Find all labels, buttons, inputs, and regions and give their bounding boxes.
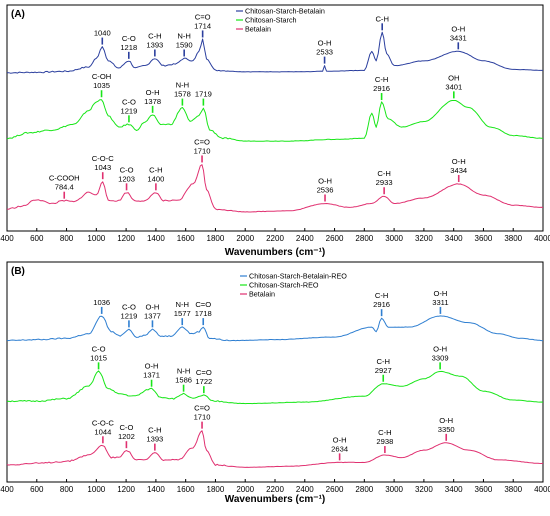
- peak-label: C-O 1202: [118, 423, 135, 441]
- x-tick-label: 4000: [534, 485, 550, 494]
- peak-label: C-H: [375, 14, 389, 23]
- legend-label: Chitosan-Starch-REO: [249, 281, 319, 290]
- legend-label: Chitosan-Starch: [245, 16, 297, 25]
- series-line: [7, 31, 543, 74]
- x-tick-label: 1600: [177, 485, 195, 494]
- peak-label: N-H 1578: [174, 81, 191, 99]
- x-tick-label: 600: [30, 234, 44, 243]
- legend-label: Chitosan-Starch-Betalain: [245, 7, 325, 16]
- x-tick-label: 1200: [117, 485, 135, 494]
- peak-label: C=O 1718: [195, 300, 212, 318]
- peak-label: O-H 1378: [144, 88, 161, 106]
- peak-label: OH 3401: [445, 73, 462, 91]
- x-tick-label: 3000: [385, 485, 403, 494]
- panel-label-2: (B): [11, 266, 25, 277]
- peak-label: C-O 1015: [90, 344, 107, 362]
- x-tick-label: 2600: [326, 485, 344, 494]
- x-tick-label: 3800: [504, 234, 522, 243]
- peak-label: C-H 2927: [375, 357, 392, 375]
- peak-label: C-COOH 784.4: [49, 174, 80, 192]
- x-tick-label: 2200: [266, 234, 284, 243]
- series-line: [6, 430, 544, 468]
- x-tick-label: 800: [60, 485, 74, 494]
- peak-label: C-H 1393: [146, 31, 163, 49]
- peak-label: N-H 1577: [174, 300, 191, 318]
- peak-label: C-O-C 1044: [92, 418, 114, 436]
- peak-label: O-H 1371: [143, 362, 160, 380]
- x-tick-label: 1000: [87, 234, 105, 243]
- x-tick-label: 1800: [207, 485, 225, 494]
- peak-label: C-H 2938: [376, 428, 393, 446]
- x-tick-label: 1600: [177, 234, 195, 243]
- x-tick-label: 3000: [385, 234, 403, 243]
- peak-label: C=O 1714: [194, 12, 211, 30]
- peak-label: O-H 3431: [450, 24, 467, 42]
- peak-label: C-O 1219: [120, 302, 137, 320]
- x-tick-label: 3600: [475, 234, 493, 243]
- peak-label: O-H 3350: [438, 416, 455, 434]
- peak-label: C-O 1218: [120, 34, 137, 52]
- x-tick-label: 4000: [534, 234, 550, 243]
- peak-label: C-H 2916: [373, 75, 390, 93]
- x-tick-label: 2800: [355, 485, 373, 494]
- peak-label: C=O 1710: [194, 404, 211, 422]
- series-line: [6, 315, 543, 342]
- x-tick-label: 400: [0, 234, 14, 243]
- peak-label: O-H 3434: [450, 157, 467, 175]
- panel-label-1: (A): [11, 9, 25, 20]
- peak-label: 1036: [93, 298, 110, 307]
- peak-label: C=O 1710: [194, 137, 211, 155]
- peak-label: O-H 2536: [317, 176, 334, 194]
- legend-label: Betalain: [249, 290, 275, 299]
- peak-label: O-H 3311: [432, 289, 448, 307]
- x-tick-label: 3800: [504, 485, 522, 494]
- x-tick-label: 1800: [207, 234, 225, 243]
- peak-label: O-H 2533: [316, 39, 333, 57]
- x-tick-label: 2800: [355, 234, 373, 243]
- x-tick-label: 1400: [147, 485, 165, 494]
- x-tick-label: 2000: [236, 234, 254, 243]
- peak-label: C-O-C 1043: [92, 154, 114, 172]
- x-tick-label: 400: [0, 485, 14, 494]
- x-tick-label: 3400: [445, 485, 463, 494]
- x-tick-label: 2400: [296, 485, 314, 494]
- x-tick-label: 3200: [415, 485, 433, 494]
- x-tick-label: 2400: [296, 234, 314, 243]
- peak-label: O-H 2634: [331, 435, 348, 453]
- series-line: [6, 164, 544, 213]
- peak-label: C-H 1393: [146, 426, 163, 444]
- peak-label: 1040: [94, 29, 111, 38]
- peak-label: N-H 1590: [176, 31, 193, 49]
- peak-label: C-OH 1035: [92, 72, 111, 90]
- legend-label: Chitosan-Starch-Betalain-REO: [249, 272, 347, 281]
- x-tick-label: 800: [60, 234, 74, 243]
- peak-label: C-H 2916: [373, 291, 390, 309]
- x-tick-label: 3600: [475, 485, 493, 494]
- x-axis-label-2: Wavenumbers (cm⁻¹): [225, 494, 325, 505]
- x-tick-label: 2200: [266, 485, 284, 494]
- peak-label: C-H 2933: [376, 169, 393, 187]
- peak-label: C-O 1219: [120, 97, 137, 115]
- peak-label: N-H 1586: [175, 367, 192, 385]
- x-tick-label: 3400: [445, 234, 463, 243]
- peak-label: C=O 1722: [195, 368, 212, 386]
- x-axis-label-1: Wavenumbers (cm⁻¹): [225, 247, 325, 258]
- legend-label: Betalain: [245, 25, 271, 34]
- peak-label: C-H 1400: [147, 165, 164, 183]
- series-line: [6, 99, 544, 142]
- x-tick-label: 2600: [326, 234, 344, 243]
- series-line: [6, 370, 544, 405]
- peak-label: C-O 1203: [118, 165, 135, 183]
- x-tick-label: 2000: [236, 485, 254, 494]
- x-tick-label: 1200: [117, 234, 135, 243]
- peak-label: 1719: [195, 90, 212, 99]
- x-tick-label: 1400: [147, 234, 165, 243]
- x-tick-label: 1000: [87, 485, 105, 494]
- x-tick-label: 600: [30, 485, 44, 494]
- peak-label: O-H 1377: [144, 302, 161, 320]
- x-tick-label: 3200: [415, 234, 433, 243]
- peak-label: O-H 3309: [432, 344, 449, 362]
